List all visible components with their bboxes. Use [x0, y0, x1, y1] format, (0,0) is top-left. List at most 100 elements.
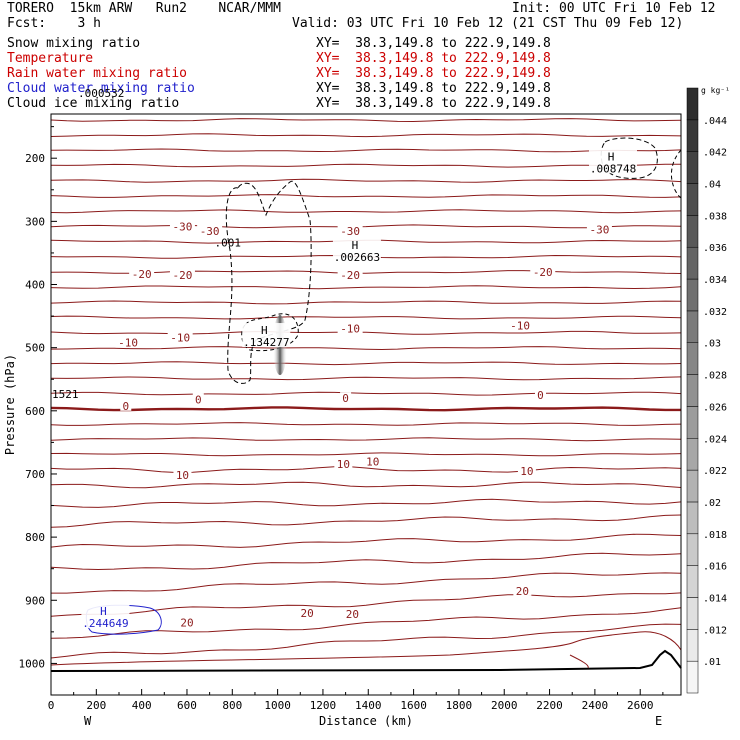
- terrain-line: [50, 649, 682, 672]
- colorbar-segment: [686, 278, 699, 312]
- overlap-label: 1521: [52, 388, 79, 401]
- temperature-label: 10: [337, 458, 350, 471]
- x-tick-label: 2600: [627, 699, 654, 712]
- temperature-label: 10: [176, 469, 189, 482]
- temperature-label-bg: [337, 224, 363, 236]
- max-label-value: .008748: [590, 162, 636, 175]
- temperature-label-bg: [337, 322, 363, 334]
- temperature-label: -10: [340, 323, 360, 336]
- isotherm-line: [50, 178, 682, 183]
- temperature-label-bg: [298, 606, 317, 618]
- isotherm-line: [50, 623, 682, 659]
- colorbar-tick-label: .032: [703, 307, 727, 318]
- colorbar-tick-label: .042: [703, 148, 727, 159]
- colorbar-tick-label: .034: [703, 275, 727, 286]
- temperature-label: -30: [340, 225, 360, 238]
- temperature-label: 10: [520, 465, 533, 478]
- x-tick-label: 1800: [446, 699, 473, 712]
- isotherm-line: [50, 285, 682, 290]
- surface-isotherm-hook: [569, 654, 589, 669]
- cloud-ice-contour: [225, 180, 312, 384]
- isotherm-line: [50, 315, 682, 320]
- colorbar-tick-label: .018: [703, 530, 727, 541]
- init-time: Init: 00 UTC Fri 10 Feb 12: [512, 1, 716, 16]
- isotherm-line: [50, 209, 682, 214]
- x-tick-label: 200: [86, 699, 106, 712]
- temperature-label-bg: [530, 265, 556, 277]
- temperature-label-bg: [343, 608, 362, 620]
- temperature-label: 0: [195, 393, 202, 406]
- x-tick-label: 800: [222, 699, 242, 712]
- field-name-temperature: Temperature: [7, 51, 94, 66]
- temperature-label-bg: [167, 331, 193, 343]
- field-xy-rain: XY= 38.3,149.8 to 222.9,149.8: [316, 66, 551, 81]
- colorbar-segment: [686, 629, 699, 662]
- temperature-label: 0: [537, 389, 544, 402]
- y-tick-label: 300: [25, 215, 45, 228]
- colorbar-unit: g kg⁻¹: [701, 86, 730, 95]
- x-tick-label: 400: [132, 699, 152, 712]
- isotherm-line: [50, 148, 682, 153]
- temperature-label-bg: [586, 223, 612, 235]
- max-label-h: H: [261, 324, 268, 337]
- temperature-label: 20: [346, 608, 359, 621]
- field-name-snow: Snow mixing ratio: [7, 36, 141, 51]
- max-label-bg: [589, 149, 638, 174]
- colorbar-tick-label: .022: [703, 466, 727, 477]
- temperature-label: -30: [173, 220, 193, 233]
- temperature-label: 20: [180, 616, 193, 629]
- max-label-bg: [242, 323, 291, 348]
- colorbar-segment: [686, 660, 699, 694]
- max-label-value: .134277: [243, 336, 289, 349]
- temperature-label: -20: [533, 266, 553, 279]
- colorbar-segment: [686, 374, 699, 407]
- cloud-ice-contour-label: .001: [215, 237, 242, 250]
- field-xy-snow: XY= 38.3,149.8 to 222.9,149.8: [316, 36, 551, 51]
- temperature-label: 20: [516, 585, 529, 598]
- isotherm-line: [50, 391, 682, 396]
- isotherm-line: [50, 466, 682, 474]
- colorbar-segment: [686, 87, 699, 121]
- forecast-hour: Fcst: 3 h: [7, 16, 101, 31]
- colorbar-segment: [686, 438, 699, 471]
- y-axis-label: Pressure (hPa): [3, 354, 17, 455]
- isotherm-line: [50, 514, 682, 528]
- temperature-label-bg: [334, 457, 353, 469]
- colorbar-tick-label: .036: [703, 243, 727, 254]
- isotherm-line: [50, 533, 682, 548]
- temperature-label-bg: [120, 399, 132, 411]
- temperature-label: -20: [173, 269, 193, 282]
- colorbar-segment: [686, 246, 699, 280]
- temperature-label: -30: [589, 224, 609, 237]
- temperature-label: 0: [122, 400, 129, 413]
- colorbar-segment: [686, 406, 699, 439]
- field-name-rain: Rain water mixing ratio: [7, 66, 188, 81]
- x-axis-label: Distance (km): [319, 714, 413, 728]
- isotherm-line: [50, 552, 682, 571]
- temperature-label: -30: [200, 225, 220, 238]
- y-tick-label: 500: [25, 342, 45, 355]
- isotherm-line: [50, 133, 682, 138]
- temperature-label: 20: [300, 607, 313, 620]
- temperature-label-bg: [169, 220, 195, 232]
- colorbar-segment: [686, 215, 699, 248]
- colorbar-tick-label: .01: [703, 657, 721, 668]
- x-tick-label: 2000: [491, 699, 518, 712]
- temperature-label: -10: [118, 337, 138, 350]
- temperature-label-bg: [192, 393, 204, 405]
- x-tick-label: 600: [177, 699, 197, 712]
- plot-frame: [50, 113, 682, 696]
- max-label-h: H: [352, 239, 359, 252]
- isotherm-line: [50, 422, 682, 426]
- max-label-h: H: [608, 150, 615, 163]
- colorbar-segment: [686, 310, 699, 343]
- colorbar-tick-label: .024: [703, 434, 727, 445]
- max-label-bg: [81, 604, 130, 629]
- colorbar-segment: [686, 565, 699, 598]
- max-label-bg: [332, 237, 381, 262]
- x-tick-label: 1600: [400, 699, 427, 712]
- colorbar-segment: [686, 469, 699, 503]
- temperature-label-bg: [177, 616, 196, 628]
